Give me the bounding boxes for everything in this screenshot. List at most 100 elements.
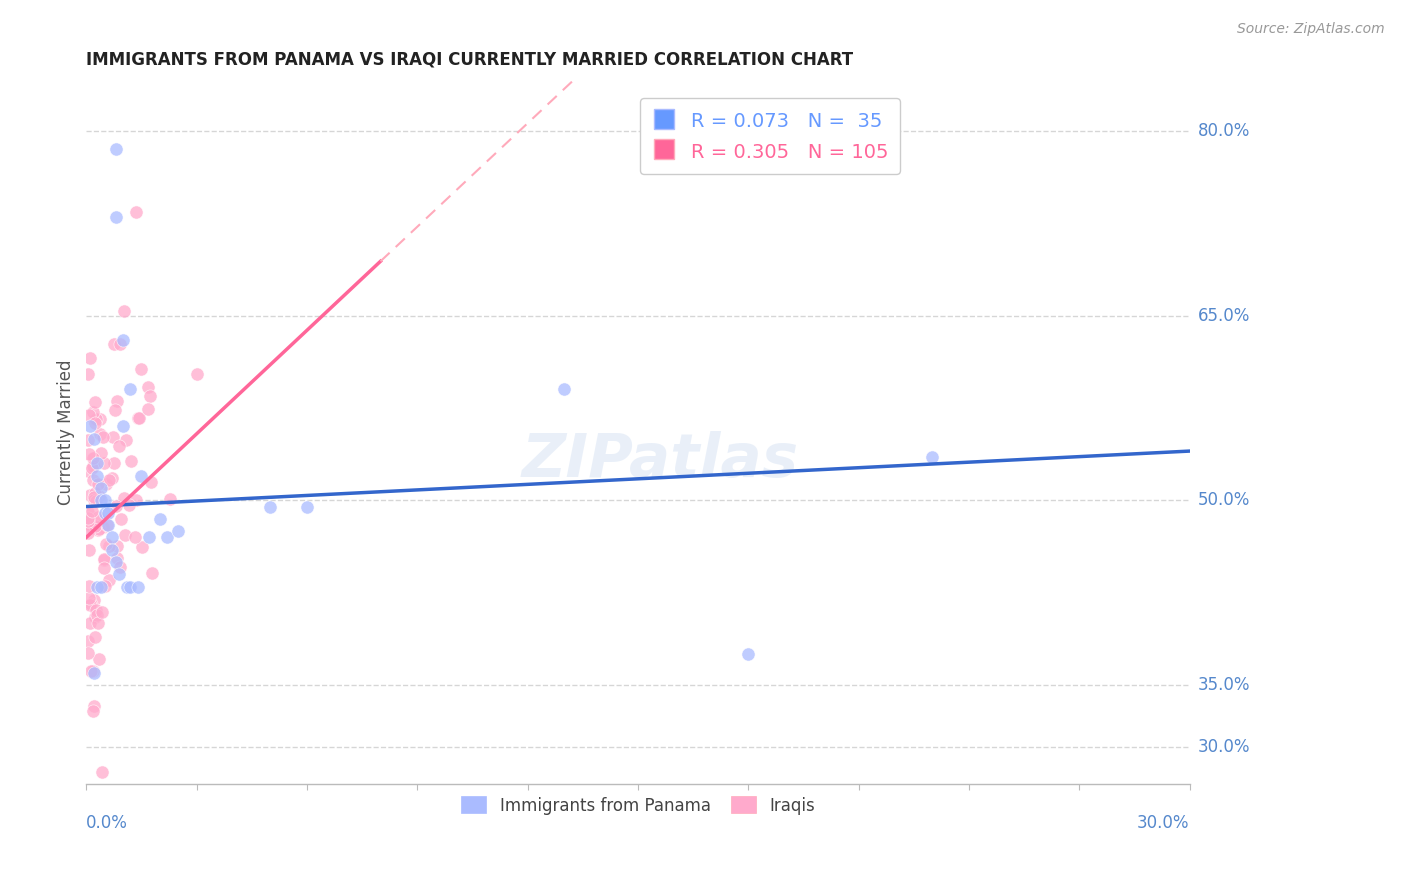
Point (94, 536, 117, 550)
Point (77, 367, 100, 381)
Point (737, 648, 759, 662)
Point (98, 539, 121, 553)
Point (118, 498, 141, 512)
Point (110, 336, 132, 351)
Legend: Immigrants from Panama, Iraqis: Immigrants from Panama, Iraqis (454, 789, 821, 822)
Text: 80.0%: 80.0% (1198, 121, 1250, 140)
Point (93, 552, 115, 566)
Text: 65.0%: 65.0% (1198, 307, 1250, 325)
Point (79, 598, 101, 612)
Point (259, 500, 281, 514)
Point (83, 490, 105, 504)
Point (108, 559, 131, 574)
Point (141, 475, 163, 490)
Point (87, 616, 110, 631)
Y-axis label: Currently Married: Currently Married (58, 359, 75, 506)
Point (120, 383, 142, 397)
Point (112, 333, 135, 347)
Point (84, 412, 107, 426)
Point (295, 500, 318, 514)
Point (89, 412, 111, 426)
Point (80, 665, 103, 679)
Point (84, 519, 107, 533)
Point (83, 665, 105, 680)
Point (112, 419, 135, 434)
Point (93, 552, 115, 566)
Point (89, 489, 111, 503)
Point (87, 477, 110, 491)
Point (90, 605, 112, 619)
Point (105, 539, 128, 553)
Point (127, 580, 149, 594)
Point (94, 579, 117, 593)
Point (104, 402, 127, 417)
Point (86, 580, 108, 594)
Point (125, 492, 148, 507)
Text: 50.0%: 50.0% (1198, 491, 1250, 509)
Point (115, 433, 138, 447)
Point (128, 411, 150, 425)
Point (82, 520, 104, 534)
Point (103, 430, 125, 444)
Point (79, 409, 101, 423)
Point (83, 451, 105, 466)
Point (79, 351, 101, 366)
Point (105, 394, 128, 409)
Point (110, 512, 132, 526)
Point (104, 142, 127, 156)
Point (97, 473, 120, 487)
Point (77, 505, 100, 519)
Text: 0.0%: 0.0% (86, 814, 128, 832)
Point (90, 445, 112, 459)
Point (83, 395, 105, 409)
Point (87, 510, 110, 524)
Point (77, 591, 100, 605)
Point (84, 630, 107, 644)
Point (120, 580, 142, 594)
Point (112, 303, 135, 318)
Point (83, 416, 105, 430)
Point (83, 698, 105, 713)
Point (80, 461, 103, 475)
Point (77, 514, 100, 528)
Point (114, 528, 136, 542)
Point (96, 518, 118, 533)
Point (167, 524, 190, 539)
Point (77, 646, 100, 660)
Point (97, 518, 120, 533)
Point (86, 493, 108, 508)
Point (98, 573, 121, 587)
Point (83, 486, 105, 500)
Point (156, 530, 179, 544)
Point (84, 603, 107, 617)
Text: 30.0%: 30.0% (1198, 738, 1250, 756)
Point (77, 433, 100, 447)
Point (89, 427, 111, 442)
Point (124, 530, 146, 544)
Point (93, 520, 115, 534)
Point (101, 542, 124, 557)
Point (82, 405, 104, 419)
Point (91, 764, 114, 779)
Point (82, 664, 104, 678)
Point (103, 337, 125, 351)
Point (101, 530, 124, 544)
Point (89, 522, 111, 536)
Point (90, 580, 112, 594)
Point (90, 493, 112, 508)
Point (159, 492, 181, 507)
Point (83, 492, 105, 507)
Point (86, 468, 108, 483)
Point (100, 471, 122, 485)
Point (87, 652, 110, 666)
Point (84, 609, 107, 624)
Point (141, 566, 163, 580)
Point (129, 361, 152, 376)
Point (82, 473, 104, 487)
Text: 35.0%: 35.0% (1198, 676, 1250, 694)
Point (79, 488, 101, 502)
Point (108, 567, 131, 582)
Text: 30.0%: 30.0% (1137, 814, 1189, 832)
Point (553, 383, 575, 397)
Point (93, 493, 115, 508)
